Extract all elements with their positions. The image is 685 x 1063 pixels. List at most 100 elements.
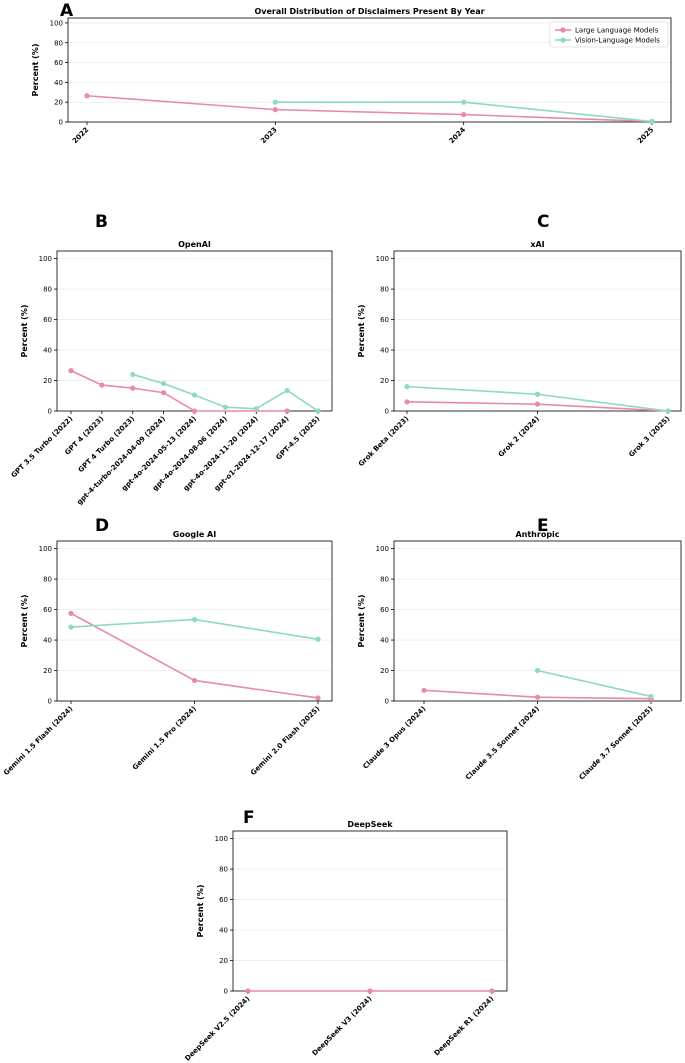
y-tick-label: 40 <box>380 347 389 355</box>
x-tick-label: DeepSeek V3 (2024) <box>311 995 374 1058</box>
y-tick-label: 0 <box>224 988 228 996</box>
legend-swatch-marker <box>560 37 566 43</box>
legend-frame <box>549 21 669 48</box>
y-tick-label: 20 <box>43 667 52 675</box>
y-tick-label: 60 <box>54 59 63 67</box>
data-point-vlm <box>404 384 410 390</box>
data-point-vlm <box>130 371 136 378</box>
x-tick-label: Grok 3 (2025) <box>627 415 671 459</box>
data-point-llm <box>99 382 105 388</box>
data-point-llm <box>191 677 198 684</box>
data-point-llm <box>284 408 290 414</box>
y-tick-label: 20 <box>43 377 52 385</box>
y-tick-label: 60 <box>380 316 389 324</box>
y-tick-label: 20 <box>54 99 63 107</box>
series-line-llm <box>70 369 288 412</box>
y-tick-label: 40 <box>380 637 389 645</box>
panel-title: Google AI <box>173 530 216 539</box>
legend-swatch-marker <box>560 27 566 33</box>
y-tick-label: 80 <box>380 286 389 294</box>
series-line-vlm <box>537 669 652 698</box>
y-tick-label: 60 <box>219 896 228 904</box>
data-point-llm <box>245 988 251 994</box>
plot-frame <box>393 250 682 412</box>
y-tick-label: 100 <box>376 545 389 553</box>
data-point-llm <box>489 988 495 994</box>
data-point-llm <box>534 694 541 700</box>
plot-frame <box>393 540 682 702</box>
y-tick-label: 0 <box>385 408 389 416</box>
series-line-llm <box>86 94 653 123</box>
y-tick-label: 20 <box>380 377 389 385</box>
panel-title: DeepSeek <box>347 820 393 829</box>
series-line-llm <box>70 612 319 699</box>
data-point-llm <box>421 687 427 693</box>
x-tick-label: Gemini 2.0 Flash (2025) <box>249 705 321 777</box>
panel-d: 0 20 40 60 80 100 Gemini 1.5 Flash (2024) Gemin… <box>2 516 333 777</box>
y-tick-label: 40 <box>54 79 63 87</box>
series-vlm <box>272 99 655 125</box>
data-point-llm <box>534 401 541 407</box>
legend-entry: Vision-Language Models <box>575 37 660 45</box>
panel-c: 0 20 40 60 80 100 Grok Beta (2023) Grok 2 (2024… <box>357 212 682 468</box>
data-point-llm <box>272 107 278 113</box>
data-point-llm <box>404 399 410 405</box>
y-tick-label: 80 <box>219 866 228 874</box>
data-point-vlm <box>534 667 541 674</box>
panel-letter: D <box>95 516 109 536</box>
x-tick-label: GPT 3.5 Turbo (2022) <box>10 415 75 480</box>
data-point-llm <box>68 368 74 374</box>
data-point-llm <box>68 610 74 616</box>
y-axis-title: Percent (%) <box>196 884 205 937</box>
data-point-vlm <box>161 380 167 387</box>
series-llm <box>68 368 290 414</box>
panel-letter: C <box>537 212 549 232</box>
data-point-vlm <box>272 99 278 105</box>
x-tick-label: DeepSeek V2.5 (2024) <box>183 995 251 1063</box>
y-tick-label: 100 <box>376 255 389 263</box>
data-point-vlm <box>665 408 671 414</box>
panel-title: Overall Distribution of Disclaimers Pres… <box>254 7 484 16</box>
panel-title: OpenAI <box>178 240 211 249</box>
data-point-vlm <box>648 693 654 700</box>
data-point-vlm <box>191 616 198 623</box>
x-tick-label: 2024 <box>448 126 468 146</box>
x-tick-label: Gemini 1.5 Flash (2024) <box>2 705 74 777</box>
x-tick-label: DeepSeek R1 (2024) <box>433 995 496 1058</box>
panel-title: xAI <box>530 240 544 249</box>
y-axis-title: Percent (%) <box>20 304 29 357</box>
y-tick-label: 60 <box>380 606 389 614</box>
data-point-vlm <box>253 406 259 412</box>
x-tick-label: Claude 3.7 Sonnet (2025) <box>578 705 655 782</box>
data-point-vlm <box>191 392 198 398</box>
data-point-llm <box>130 385 136 391</box>
data-point-vlm <box>315 636 321 642</box>
panel-letter: B <box>95 212 108 232</box>
data-point-llm <box>461 111 467 118</box>
panel-title: Anthropic <box>515 530 559 539</box>
y-tick-label: 40 <box>43 347 52 355</box>
y-tick-label: 80 <box>43 286 52 294</box>
series-vlm <box>68 616 321 642</box>
y-tick-label: 100 <box>39 255 52 263</box>
series-line-vlm <box>406 385 669 412</box>
y-axis-title: Percent (%) <box>31 43 40 96</box>
legend-entry: Large Language Models <box>575 27 659 35</box>
series-vlm <box>130 371 321 414</box>
y-axis-title: Percent (%) <box>357 594 366 647</box>
y-tick-label: 80 <box>380 576 389 584</box>
panel-letter: E <box>537 516 549 536</box>
data-point-vlm <box>649 118 655 125</box>
series-llm <box>245 988 495 994</box>
series-vlm <box>404 384 671 414</box>
x-tick-label: 2022 <box>71 126 91 146</box>
y-tick-label: 0 <box>48 698 52 706</box>
series-llm <box>68 610 321 701</box>
data-point-vlm <box>315 408 321 414</box>
panel-e: 0 20 40 60 80 100 Claude 3 Opus (2024) Claude 3… <box>357 516 682 782</box>
y-axis-title: Percent (%) <box>20 594 29 647</box>
panel-f: 0 20 40 60 80 100 DeepSeek V2.5 (2024) DeepSeek… <box>183 808 508 1063</box>
plot-frame <box>232 830 508 992</box>
